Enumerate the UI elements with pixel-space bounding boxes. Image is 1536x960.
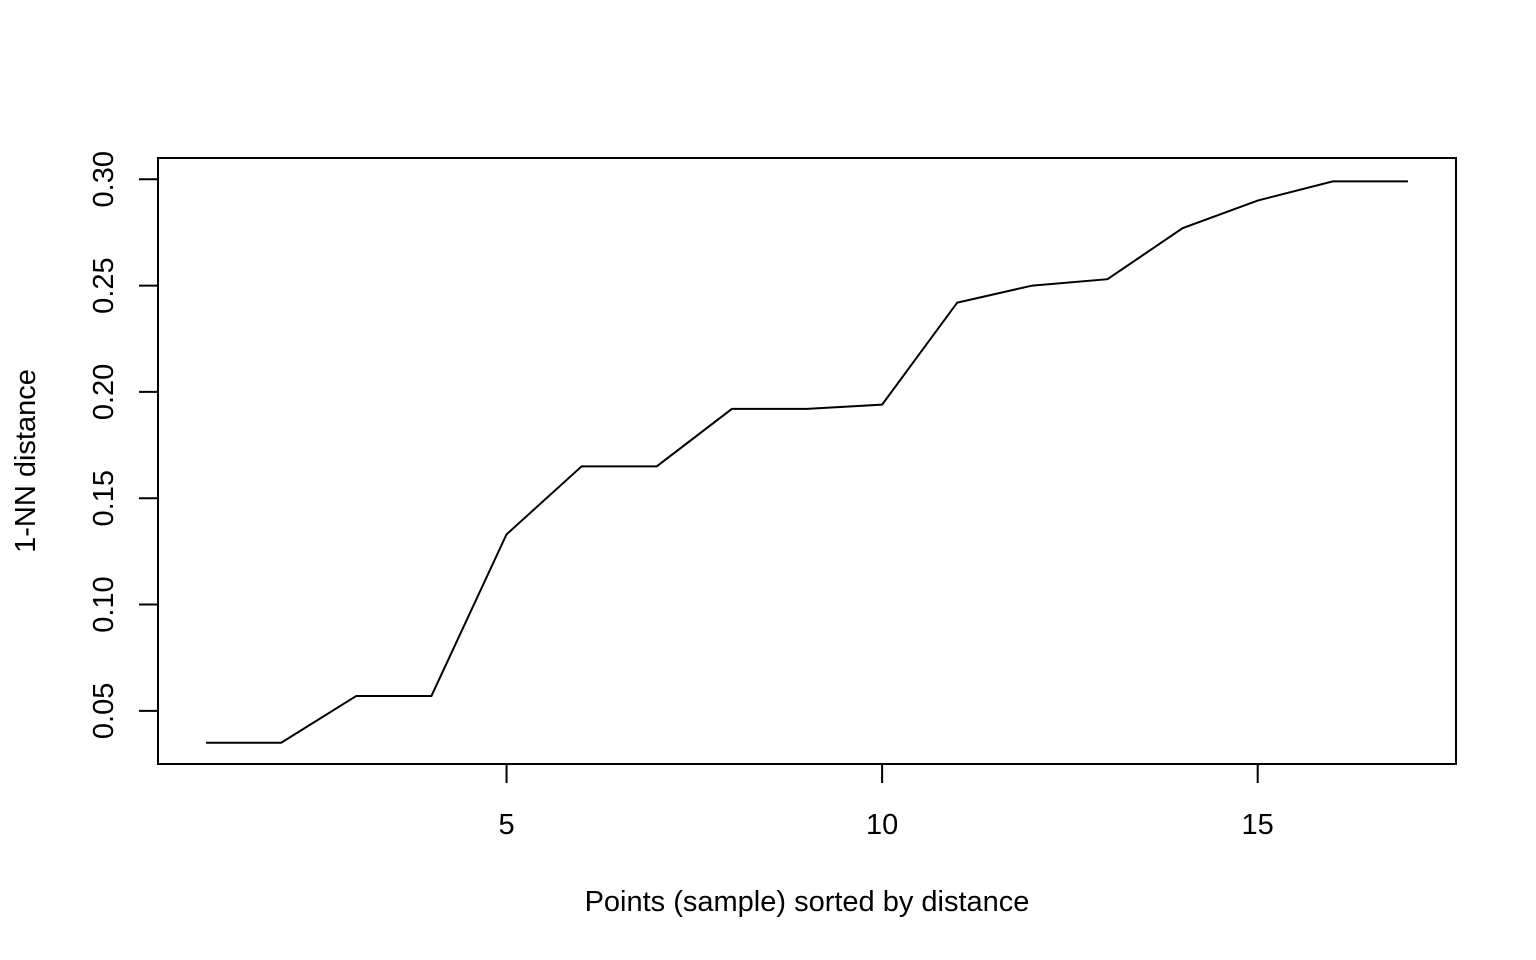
y-tick-label-4: 0.25 bbox=[88, 257, 120, 313]
y-tick-label-2: 0.15 bbox=[88, 470, 120, 526]
x-tick-label-2: 15 bbox=[1242, 809, 1274, 841]
plot-area bbox=[206, 180, 1408, 744]
y-axis-label: 1-NN distance bbox=[10, 369, 42, 553]
y-tick-label-0: 0.05 bbox=[88, 683, 120, 739]
y-tick-label-3: 0.20 bbox=[88, 364, 120, 420]
x-tick-label-0: 5 bbox=[498, 809, 514, 841]
series-line-0 bbox=[206, 180, 1408, 744]
x-axis: 5 10 15 bbox=[498, 764, 1274, 841]
y-tick-label-1: 0.10 bbox=[88, 576, 120, 632]
x-tick-label-1: 10 bbox=[866, 809, 898, 841]
y-axis: 0.05 0.10 0.15 0.20 0.25 0.30 bbox=[88, 151, 158, 739]
y-tick-label-5: 0.30 bbox=[88, 151, 120, 207]
x-axis-label: Points (sample) sorted by distance bbox=[585, 886, 1030, 918]
plot-frame bbox=[157, 157, 1457, 765]
